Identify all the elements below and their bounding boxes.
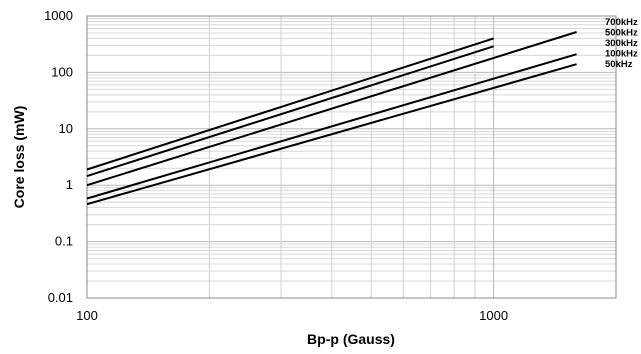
y-tick-labels: 0.01 0.1 1 10 100 1000 [44, 8, 73, 305]
series-line-700kHz [86, 37, 494, 171]
series-line-300kHz [86, 31, 577, 187]
x-tick-label: 100 [76, 308, 98, 323]
series-line-50kHz [86, 63, 577, 206]
plot-area-frame [86, 15, 617, 299]
y-tick-label: 100 [51, 64, 73, 79]
grid-lines [86, 16, 617, 299]
legend-label-500kHz: 500kHz [605, 28, 638, 39]
y-tick-label: 1000 [44, 8, 73, 23]
y-axis-title: Core loss (mW) [11, 106, 27, 209]
y-tick-label: 10 [59, 121, 73, 136]
legend-label-100kHz: 100kHz [605, 49, 638, 60]
legend-label-50kHz: 50kHz [605, 59, 633, 70]
y-tick-label: 0.1 [55, 234, 73, 249]
y-tick-label: 0.01 [48, 290, 73, 305]
x-axis-title: Bp-p (Gauss) [307, 331, 395, 347]
y-tick-label: 1 [66, 177, 73, 192]
legend-label-300kHz: 300kHz [605, 38, 638, 49]
series-lines [86, 31, 577, 206]
legend-label-700kHz: 700kHz [605, 17, 638, 28]
series-line-100kHz [86, 53, 577, 200]
x-tick-label: 1000 [479, 308, 508, 323]
series-line-500kHz [86, 45, 494, 178]
x-tick-labels: 100 1000 [76, 308, 508, 323]
